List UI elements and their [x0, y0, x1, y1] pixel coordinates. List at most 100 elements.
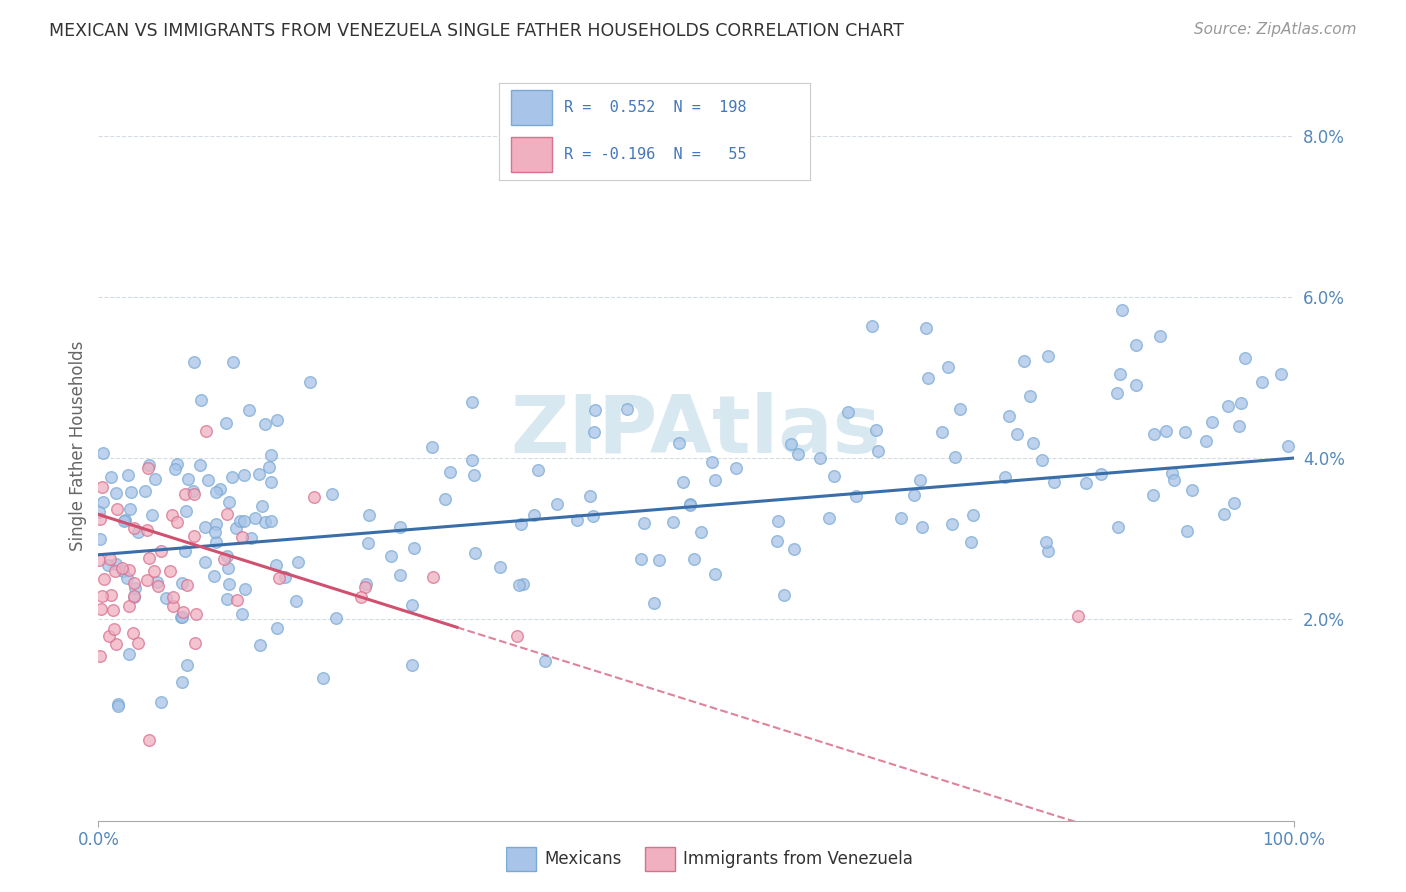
Point — [221, 469, 243, 483]
Point — [1125, 377, 1147, 392]
Point — [1218, 399, 1240, 413]
Point — [122, 589, 145, 603]
Point — [103, 602, 125, 616]
Y-axis label: Single Father Households: Single Father Households — [69, 341, 87, 551]
Point — [166, 457, 188, 471]
Point — [389, 567, 412, 582]
Point — [582, 509, 605, 524]
Point — [127, 636, 149, 650]
Point — [724, 461, 747, 475]
Point — [225, 521, 247, 535]
Point — [354, 577, 377, 591]
Point — [124, 576, 146, 591]
Point — [941, 517, 963, 532]
Point — [865, 423, 887, 437]
Point — [823, 469, 845, 483]
Point — [87, 553, 110, 567]
Point — [1090, 467, 1112, 482]
Point — [633, 516, 655, 530]
Point — [214, 417, 236, 431]
Point — [115, 571, 138, 585]
Point — [1142, 488, 1164, 502]
Point — [703, 473, 725, 487]
Point — [1181, 483, 1204, 497]
Point — [1222, 496, 1244, 510]
Point — [194, 520, 217, 534]
Point — [111, 561, 134, 575]
Point — [98, 551, 121, 566]
Point — [172, 675, 194, 690]
Point — [461, 395, 484, 409]
Point — [134, 483, 156, 498]
Point — [174, 504, 197, 518]
Point — [936, 360, 959, 375]
Point — [195, 424, 218, 438]
Point — [150, 544, 173, 558]
Point — [354, 580, 377, 594]
Point — [229, 514, 252, 528]
Point — [350, 591, 373, 605]
Point — [111, 564, 134, 578]
Point — [302, 490, 325, 504]
Point — [439, 465, 461, 479]
Point — [197, 473, 219, 487]
Point — [141, 508, 163, 523]
Point — [105, 486, 128, 500]
Point — [1111, 303, 1133, 318]
Point — [1163, 473, 1185, 487]
Point — [120, 485, 142, 500]
Point — [121, 626, 143, 640]
Bar — [506, 847, 536, 871]
Point — [1175, 524, 1198, 538]
Point — [232, 467, 254, 482]
Text: ZIPAtlas: ZIPAtlas — [510, 392, 882, 470]
Point — [903, 488, 925, 502]
Point — [648, 553, 671, 567]
Point — [124, 582, 146, 596]
Point — [90, 602, 112, 616]
Point — [786, 447, 808, 461]
Point — [97, 629, 120, 643]
Point — [127, 525, 149, 540]
Point — [176, 578, 198, 592]
Point — [181, 484, 204, 499]
Point — [683, 551, 706, 566]
Point — [148, 579, 170, 593]
Point — [510, 516, 533, 531]
Point — [1031, 453, 1053, 467]
Point — [1022, 436, 1045, 450]
Text: Source: ZipAtlas.com: Source: ZipAtlas.com — [1194, 22, 1357, 37]
Point — [567, 513, 589, 527]
Point — [138, 458, 160, 472]
Point — [100, 470, 122, 484]
Point — [117, 468, 139, 483]
Point — [526, 462, 548, 476]
Point — [138, 550, 160, 565]
Point — [661, 515, 683, 529]
Point — [1108, 367, 1130, 381]
Point — [170, 575, 193, 590]
Point — [247, 467, 270, 482]
Point — [107, 698, 129, 713]
Point — [238, 402, 260, 417]
Point — [205, 484, 228, 499]
Point — [404, 541, 426, 555]
Point — [464, 546, 486, 560]
Point — [703, 567, 725, 582]
Point — [183, 529, 205, 543]
Point — [204, 517, 226, 532]
Point — [1036, 349, 1059, 363]
Point — [208, 483, 231, 497]
Point — [118, 647, 141, 661]
Point — [1005, 427, 1028, 442]
Point — [172, 609, 194, 624]
Point — [1035, 534, 1057, 549]
Point — [155, 591, 177, 606]
Point — [202, 569, 225, 583]
Point — [1234, 351, 1257, 365]
Point — [233, 582, 256, 596]
Point — [1143, 426, 1166, 441]
Point — [998, 409, 1021, 423]
Point — [267, 571, 290, 585]
Point — [1107, 386, 1129, 401]
